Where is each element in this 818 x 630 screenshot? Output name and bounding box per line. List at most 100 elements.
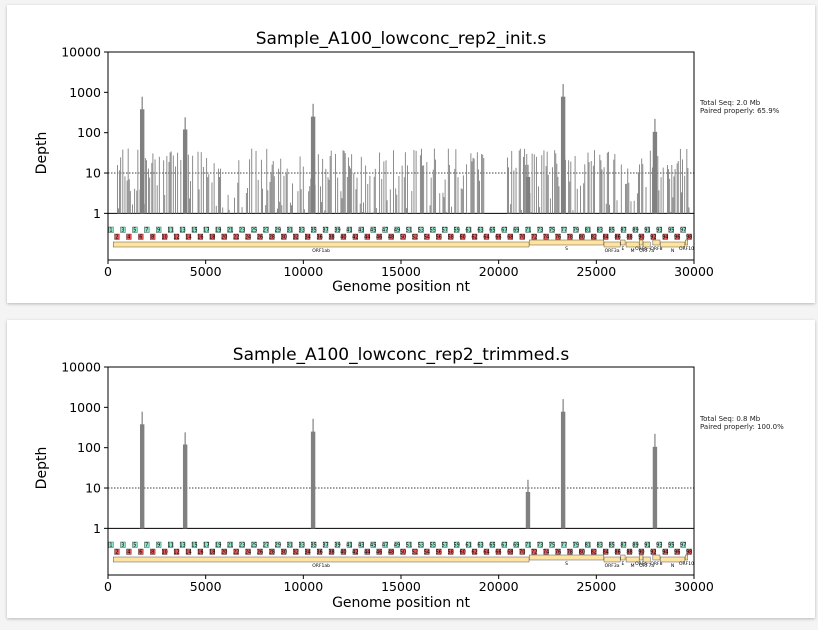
orf-box <box>528 554 605 561</box>
amplicon-label: 86 <box>614 235 620 241</box>
coverage-bar <box>349 166 350 214</box>
coverage-bar <box>626 183 628 214</box>
amplicon-tile <box>287 226 293 233</box>
amplicon-tile <box>507 548 513 555</box>
amplicon-label: 12 <box>173 550 179 556</box>
coverage-bar <box>365 165 367 214</box>
amplicon-tile <box>477 541 484 548</box>
amplicon-tile <box>620 541 627 548</box>
amplicon-tile <box>489 226 496 233</box>
amplicon-tile <box>460 233 466 240</box>
coverage-bar <box>508 167 509 214</box>
amplicon-label: 50 <box>400 235 406 241</box>
coverage-bar <box>444 179 446 214</box>
amplicon-label: 57 <box>442 228 448 234</box>
amplicon-label: 1 <box>109 228 112 234</box>
amplicon-tile <box>603 233 609 240</box>
coverage-bar <box>172 155 174 214</box>
amplicon-label: 98 <box>686 550 692 556</box>
y-tick-label: 10000 <box>61 45 101 60</box>
coverage-bar <box>434 159 436 214</box>
amplicon-tile <box>406 226 412 233</box>
amplicon-tile <box>632 541 639 548</box>
amplicon-label: 6 <box>139 235 142 241</box>
amplicon-tile <box>394 226 400 233</box>
amplicon-label: 55 <box>430 228 436 234</box>
amplicon-label: 48 <box>388 550 394 556</box>
amplicon-label: 11 <box>167 543 173 549</box>
coverage-bar <box>343 150 345 214</box>
coverage-bar <box>128 179 130 214</box>
coverage-bar <box>633 200 635 214</box>
y-tick-label: 100 <box>77 440 101 455</box>
coverage-bar <box>251 148 253 214</box>
orf-box <box>660 556 686 563</box>
coverage-bar <box>639 164 641 214</box>
coverage-bar <box>249 159 251 214</box>
amplicon-label: 14 <box>185 235 191 241</box>
coverage-bar <box>519 148 521 214</box>
amplicon-label: 94 <box>662 550 668 556</box>
amplicon-tile <box>144 226 150 233</box>
coverage-bar <box>289 202 291 214</box>
amplicon-tile <box>412 233 418 240</box>
coverage-bar <box>367 183 369 214</box>
amplicon-tile <box>376 548 382 555</box>
amplicon-tile <box>609 226 615 233</box>
amplicon-tile <box>293 233 299 240</box>
amplicon-label: 53 <box>418 228 424 234</box>
amplicon-label: 26 <box>257 235 263 241</box>
coverage-bar <box>381 178 383 214</box>
amplicon-tile <box>334 541 341 548</box>
y-axis-label: Depth <box>34 132 50 175</box>
coverage-bar <box>590 161 592 214</box>
coverage-bar <box>405 208 407 214</box>
coverage-bar <box>674 168 676 214</box>
coverage-bar <box>538 186 540 214</box>
orf-label: N <box>671 248 674 254</box>
amplicon-tile <box>316 548 323 555</box>
amplicon-tile <box>209 233 215 240</box>
amplicon-tile <box>638 233 645 240</box>
amplicon-label: 5 <box>133 228 136 234</box>
amplicon-label: 29 <box>275 228 281 234</box>
amplicon-tile <box>579 548 585 555</box>
coverage-peak-max <box>184 117 186 131</box>
coverage-bar <box>593 150 595 214</box>
amplicon-label: 44 <box>364 550 370 556</box>
coverage-bar <box>266 148 268 214</box>
amplicon-tile <box>239 226 245 233</box>
amplicon-label: 10 <box>161 235 167 241</box>
amplicon-tile <box>531 233 537 240</box>
x-tick-label: 0 <box>104 264 112 279</box>
coverage-bar <box>558 186 560 214</box>
amplicon-tile <box>597 541 603 548</box>
y-tick-label: 10000 <box>61 360 101 375</box>
coverage-bar <box>546 151 548 214</box>
coverage-bar <box>279 201 281 214</box>
amplicon-tile <box>585 541 591 548</box>
amplicon-label: 81 <box>585 543 591 549</box>
coverage-bar <box>344 153 346 214</box>
coverage-bar <box>350 168 352 214</box>
amplicon-tile <box>311 226 317 233</box>
coverage-bar <box>393 150 394 214</box>
coverage-bar <box>477 169 479 214</box>
amplicon-tile <box>680 226 686 233</box>
amplicon-tile <box>370 541 376 548</box>
coverage-bar <box>355 189 357 214</box>
amplicon-label: 57 <box>442 543 448 549</box>
coverage-peak-max <box>141 96 143 111</box>
amplicon-tile <box>299 226 305 233</box>
coverage-bar <box>660 177 662 214</box>
coverage-bar <box>545 166 547 214</box>
amplicon-tile <box>305 233 311 240</box>
amplicon-tile <box>287 541 293 548</box>
coverage-bar <box>273 176 275 214</box>
amplicon-label: 41 <box>346 543 352 549</box>
coverage-bar <box>432 169 434 214</box>
coverage-peak <box>310 431 316 529</box>
coverage-bar <box>681 192 682 214</box>
coverage-bar <box>539 207 541 214</box>
amplicon-label: 3 <box>121 228 124 234</box>
